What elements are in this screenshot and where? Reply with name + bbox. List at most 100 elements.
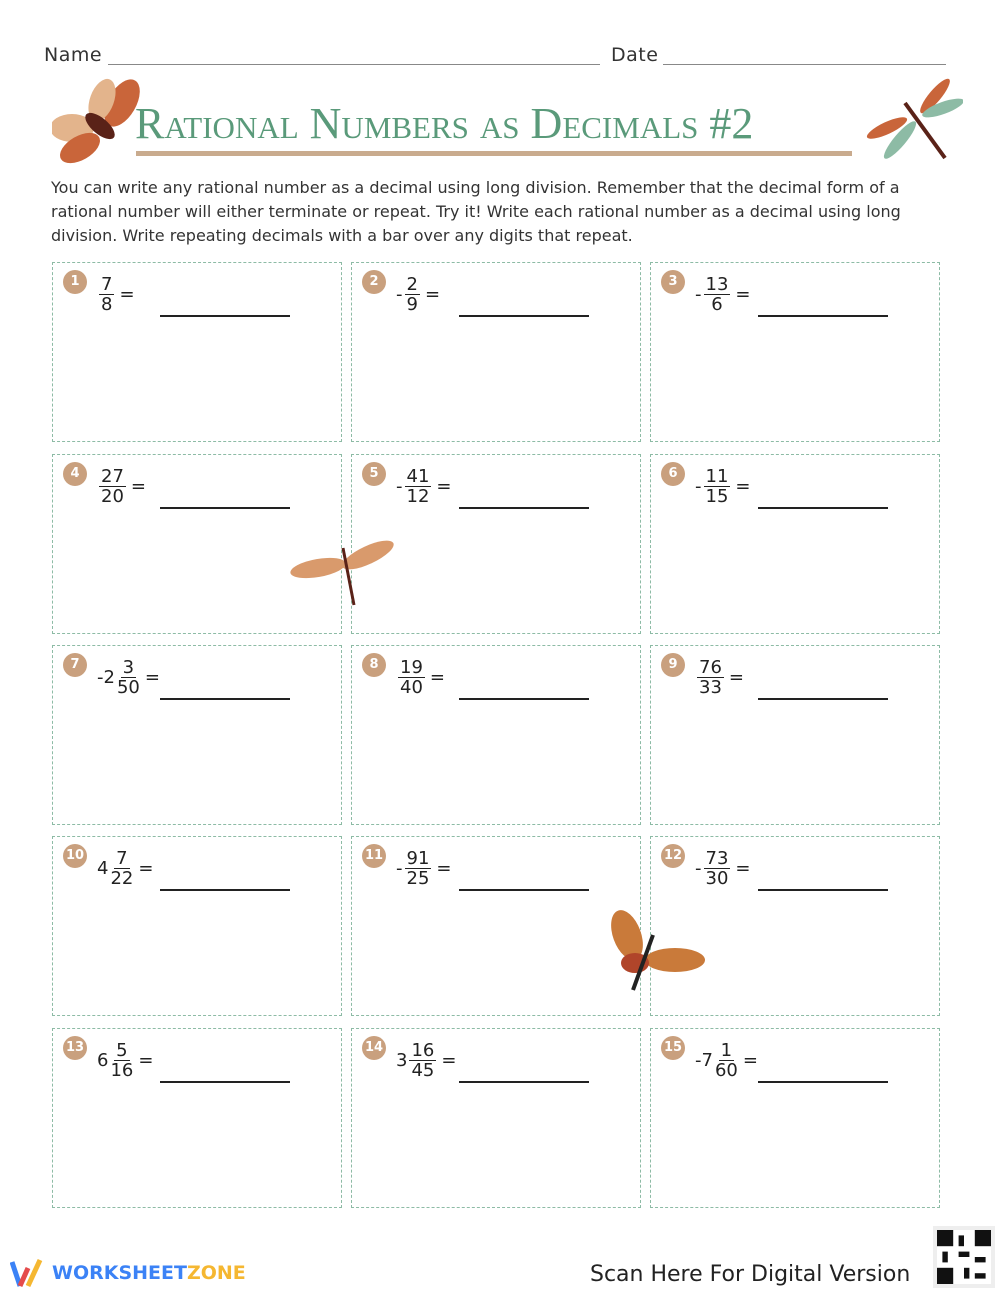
numerator: 7: [99, 274, 115, 295]
problem-cell: 7 - 2 3 50 =: [52, 645, 342, 825]
denominator: 20: [101, 486, 124, 507]
numerator: 73: [703, 848, 731, 869]
moth-decoration-icon: [290, 540, 394, 606]
problem-expression: - 91 25 =: [396, 849, 452, 888]
instructions: You can write any rational number as a d…: [51, 178, 901, 245]
worksheetzone-logo[interactable]: WORKSHEET ZONE: [10, 1258, 246, 1288]
fraction: 11 15: [703, 466, 731, 506]
scan-text: Scan Here For Digital Version: [590, 1262, 911, 1287]
problem-number-badge: 1: [63, 270, 87, 294]
sign: -: [695, 858, 702, 879]
answer-line[interactable]: [160, 889, 290, 891]
numerator: 41: [404, 466, 432, 487]
whole-part: 6: [97, 1050, 109, 1071]
denominator: 6: [711, 294, 723, 315]
equals-sign: =: [138, 858, 154, 879]
answer-line[interactable]: [459, 507, 589, 509]
equals-sign: =: [429, 667, 445, 688]
whole-part: 7: [701, 1050, 713, 1071]
answer-line[interactable]: [160, 1081, 290, 1083]
problem-cell: 10 4 7 22 =: [52, 836, 342, 1016]
denominator: 22: [110, 868, 134, 889]
numerator: 7: [114, 848, 130, 869]
whole-part: 4: [97, 858, 109, 879]
fraction: 19 40: [398, 658, 425, 697]
answer-line[interactable]: [459, 1081, 589, 1083]
numerator: 1: [718, 1040, 735, 1061]
answer-line[interactable]: [758, 315, 888, 317]
equals-sign: =: [742, 1050, 758, 1071]
problem-number-badge: 13: [63, 1036, 87, 1060]
butterfly-decoration-icon: [611, 910, 705, 991]
problem-cell: 13 6 5 16 =: [52, 1028, 342, 1208]
problem-cell: 15 - 7 1 60 =: [650, 1028, 940, 1208]
denominator: 30: [705, 868, 729, 889]
fraction: 73 30: [703, 848, 731, 889]
equals-sign: =: [138, 1050, 154, 1071]
answer-line[interactable]: [160, 698, 290, 700]
numerator: 16: [409, 1040, 437, 1061]
answer-line[interactable]: [160, 507, 290, 509]
numerator: 3: [120, 657, 137, 678]
fraction: 3 50: [117, 658, 140, 697]
sign: -: [695, 1050, 702, 1071]
whole-part: 2: [103, 667, 115, 688]
denominator: 50: [116, 677, 140, 698]
answer-line[interactable]: [160, 315, 290, 317]
problem-expression: - 7 1 60 =: [695, 1041, 758, 1080]
denominator: 60: [714, 1060, 738, 1081]
numerator: 13: [703, 274, 731, 295]
dragonfly-illustration-icon: [866, 78, 963, 160]
problem-expression: - 41 12 =: [396, 467, 452, 506]
fraction: 7 22: [110, 849, 133, 888]
problem-expression: 3 16 45 =: [396, 1041, 456, 1080]
equals-sign: =: [441, 1050, 457, 1071]
name-field[interactable]: [108, 64, 600, 65]
equals-sign: =: [424, 284, 441, 305]
equals-sign: =: [735, 858, 751, 879]
sign: -: [97, 667, 104, 688]
problem-expression: 4 7 22 =: [97, 849, 153, 888]
problem-cell: 11 - 91 25 =: [351, 836, 641, 1016]
problem-number-badge: 4: [63, 462, 87, 486]
problem-expression: - 11 15 =: [695, 467, 751, 506]
problem-expression: 27 20 =: [97, 467, 146, 506]
numerator: 76: [697, 657, 724, 678]
numerator: 91: [404, 848, 432, 869]
problem-number-badge: 6: [661, 462, 685, 486]
answer-line[interactable]: [459, 698, 589, 700]
equals-sign: =: [436, 858, 452, 879]
brand-worksheet: WORKSHEET: [52, 1262, 187, 1284]
numerator: 27: [99, 466, 126, 487]
answer-line[interactable]: [459, 889, 589, 891]
page-title: Rational Numbers as Decimals #2: [135, 99, 754, 148]
moth-illustration-icon: [52, 78, 140, 164]
problem-number-badge: 3: [661, 270, 685, 294]
equals-sign: =: [735, 284, 751, 305]
problem-expression: 6 5 16 =: [97, 1041, 153, 1080]
answer-line[interactable]: [758, 889, 888, 891]
fraction: 1 60: [715, 1041, 738, 1080]
denominator: 45: [411, 1060, 435, 1081]
problem-cell: 12 - 73 30 =: [650, 836, 940, 1016]
fraction: 91 25: [404, 848, 432, 888]
sign: -: [695, 476, 702, 497]
logo-w-icon: [10, 1258, 43, 1288]
answer-line[interactable]: [758, 507, 888, 509]
denominator: 33: [699, 677, 722, 698]
date-label: Date: [611, 44, 659, 66]
problem-expression: 76 33 =: [695, 658, 744, 697]
fraction: 5 16: [110, 1041, 133, 1080]
fraction: 41 12: [404, 466, 432, 506]
numerator: 11: [703, 466, 731, 487]
problem-cell: 4 27 20 =: [52, 454, 342, 634]
numerator: 19: [398, 657, 425, 678]
answer-line[interactable]: [459, 315, 589, 317]
answer-line[interactable]: [758, 698, 888, 700]
date-field[interactable]: [663, 64, 946, 65]
qr-code-icon[interactable]: [933, 1226, 995, 1288]
answer-line[interactable]: [758, 1081, 888, 1083]
